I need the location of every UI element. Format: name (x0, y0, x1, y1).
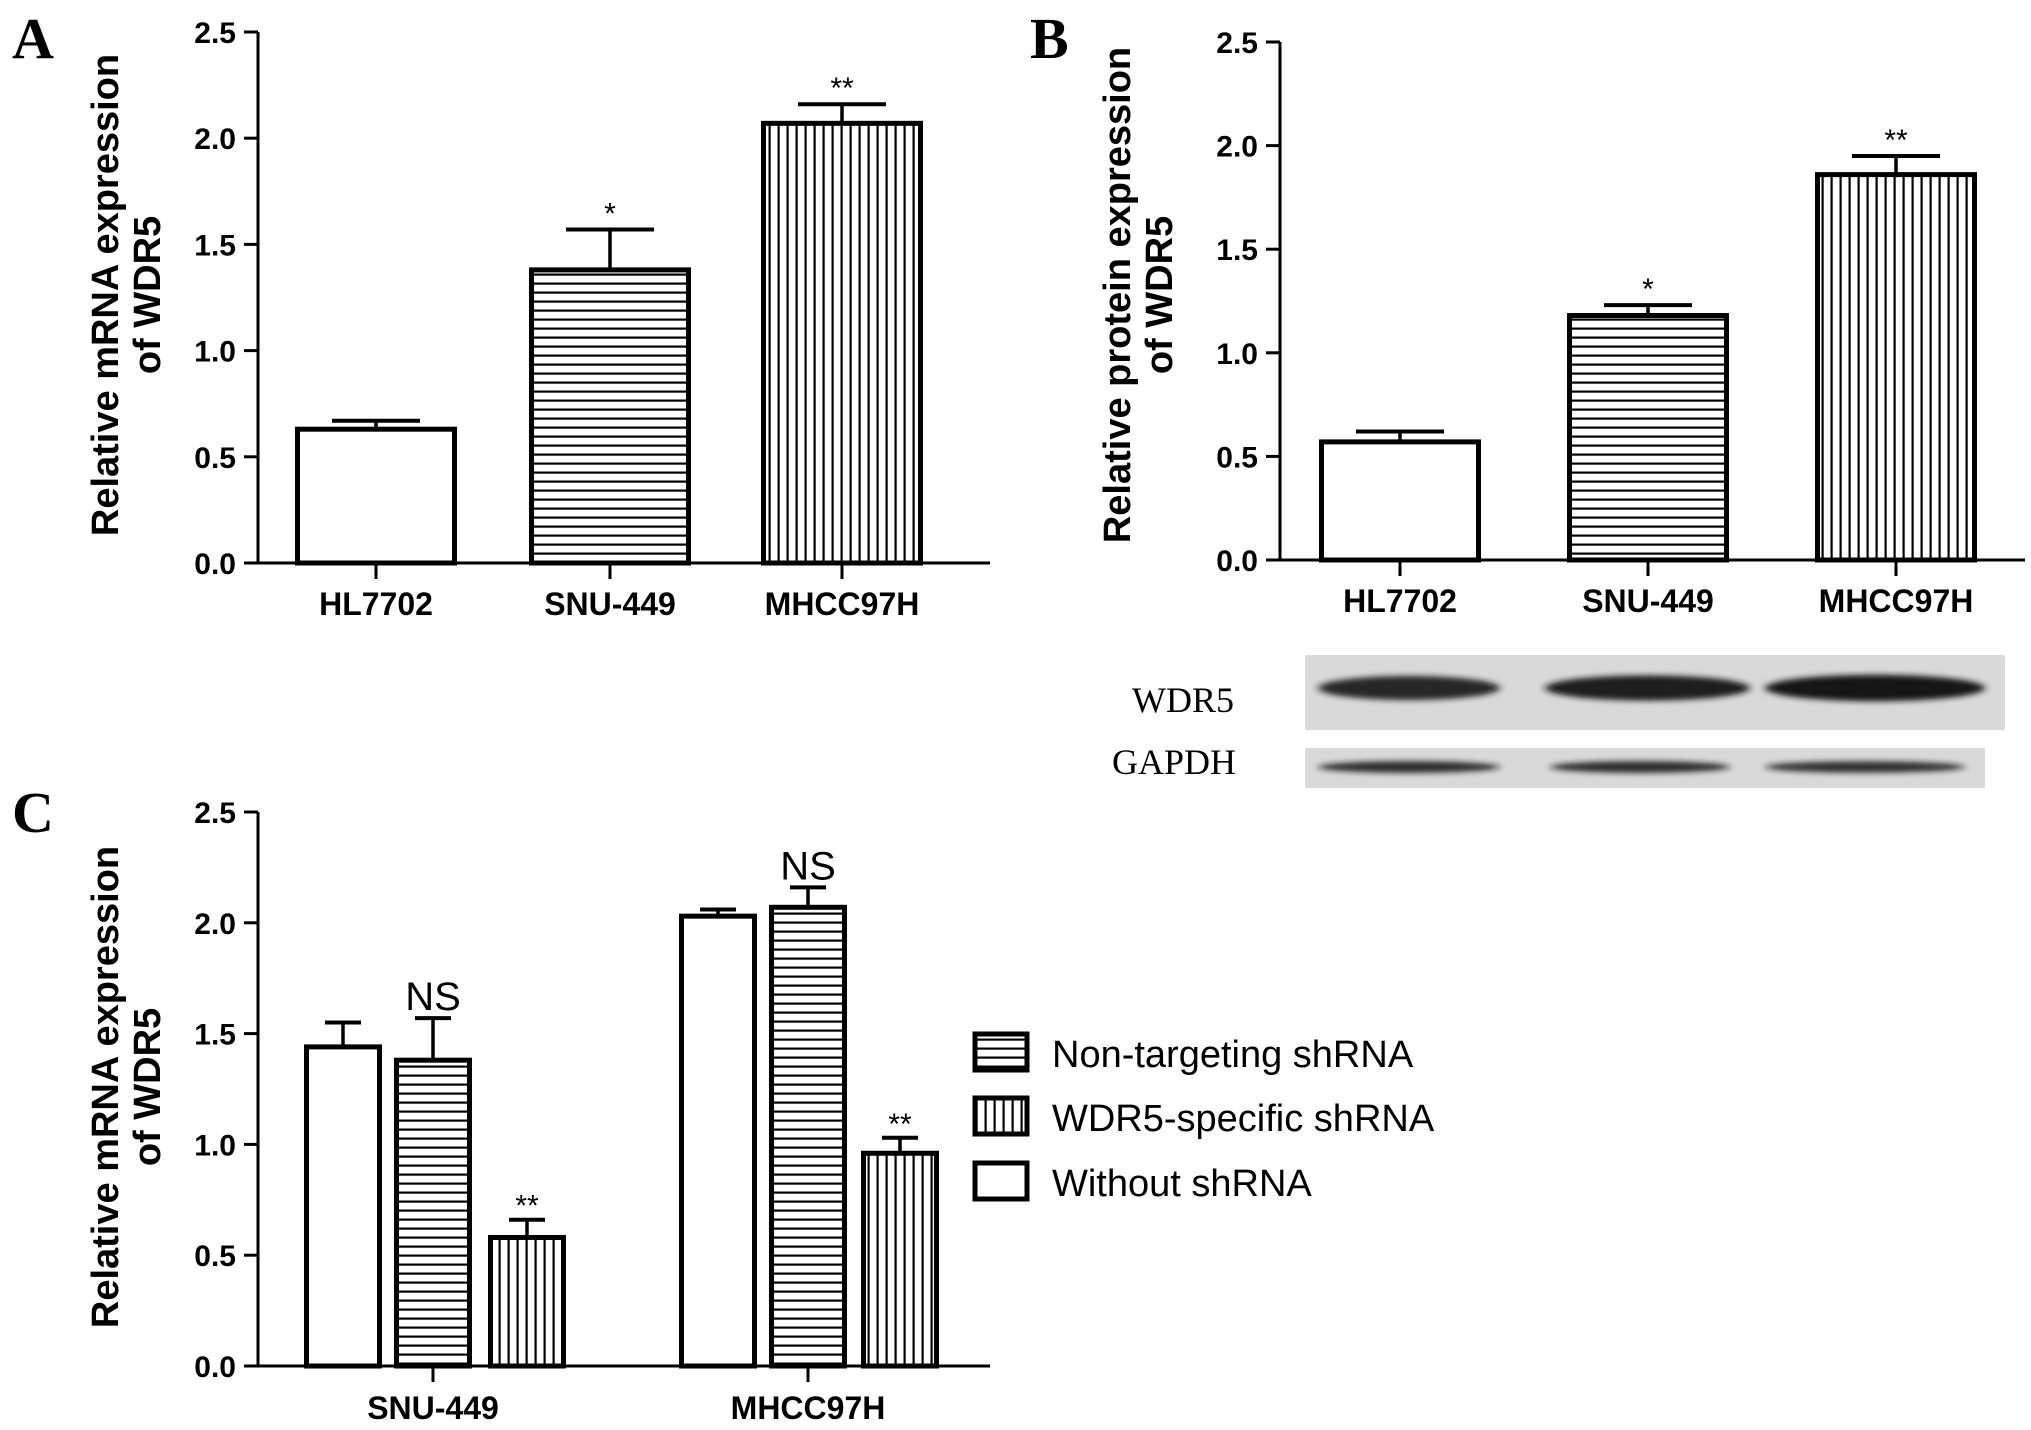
x-category-label: SNU-449 (544, 586, 676, 622)
significance-label: ** (1884, 124, 1908, 157)
panel-label-a: A (12, 6, 54, 71)
significance-label: * (604, 198, 616, 231)
bar (769, 904, 847, 1369)
bar (295, 426, 457, 566)
bar (761, 120, 923, 566)
y-axis-title-b-line1: Relative protein expression (1097, 47, 1139, 543)
y-tick-label: 1.5 (194, 229, 236, 262)
y-axis-title-c-line2: of WDR5 (127, 1008, 169, 1166)
significance-label: * (1642, 273, 1654, 306)
legend-label: Without shRNA (1052, 1163, 1312, 1205)
y-axis-title-a-line1: Relative mRNA expression (85, 54, 127, 536)
y-tick-label: 0.5 (194, 442, 236, 475)
blot-band-wdr5 (1765, 674, 1985, 702)
panel-label-b: B (1030, 6, 1069, 71)
x-category-label: HL7702 (1343, 583, 1457, 619)
y-tick-label: 1.5 (1216, 234, 1258, 267)
x-category-label: MHCC97H (1819, 583, 1974, 619)
y-axis-title-c: Relative mRNA expression of WDR5 (85, 846, 169, 1328)
x-category-label: HL7702 (319, 586, 433, 622)
blot-bands (1318, 674, 1985, 773)
y-tick-label: 1.0 (1216, 338, 1258, 371)
significance-label: NS (405, 975, 461, 1019)
blot-band-gapdh (1550, 761, 1730, 773)
chart-b-protein-cell-lines: Relative protein expression of WDR5 0.0 0… (1097, 27, 2025, 619)
legend-label: Non-targeting shRNA (1052, 1034, 1414, 1076)
blot-band-wdr5 (1545, 675, 1750, 701)
panel-label-c: C (12, 780, 54, 845)
y-tick-label: 1.0 (194, 1129, 236, 1162)
blot-band-wdr5 (1318, 675, 1500, 701)
bar (1319, 439, 1481, 563)
y-tick-label: 2.5 (194, 797, 236, 830)
blot-band-gapdh (1765, 761, 1965, 773)
x-category-label: SNU-449 (1582, 583, 1714, 619)
y-tick-label: 0.0 (194, 548, 236, 581)
bar (488, 1234, 566, 1369)
y-axis-title-a-line2: of WDR5 (127, 216, 169, 374)
legend-swatch (972, 1095, 1030, 1137)
x-category-label: SNU-449 (367, 1390, 499, 1426)
y-tick-label: 2.0 (194, 123, 236, 156)
y-tick-label: 1.5 (194, 1019, 236, 1052)
bar (1567, 313, 1729, 563)
significance-label: ** (888, 1108, 912, 1141)
y-axis-title-b: Relative protein expression of WDR5 (1097, 47, 1181, 543)
y-tick-label: 0.0 (194, 1351, 236, 1384)
bar (679, 913, 757, 1369)
bar (861, 1150, 939, 1369)
y-tick-label: 2.0 (1216, 131, 1258, 164)
chart-c-mrna-shrna: Relative mRNA expression of WDR5 Non-tar… (85, 797, 1435, 1426)
y-tick-label: 1.0 (194, 336, 236, 369)
legend-swatch (972, 1031, 1030, 1073)
blot-label-gapdh: GAPDH (1112, 742, 1236, 782)
legend-c: Non-targeting shRNA WDR5-specific shRNA Wi… (972, 1031, 1435, 1205)
blot-label-wdr5: WDR5 (1132, 680, 1234, 720)
bar (529, 267, 691, 566)
y-tick-label: 2.5 (1216, 27, 1258, 60)
significance-label: ** (830, 72, 854, 105)
y-tick-label: 2.5 (194, 17, 236, 50)
y-tick-label: 2.0 (194, 908, 236, 941)
significance-label: ** (515, 1190, 539, 1223)
x-category-label: MHCC97H (731, 1390, 886, 1426)
bar (1815, 172, 1977, 563)
bar (304, 1044, 382, 1369)
bar (394, 1057, 472, 1369)
significance-label: NS (780, 844, 836, 888)
y-axis-title-a: Relative mRNA expression of WDR5 (85, 54, 169, 536)
legend-label: WDR5-specific shRNA (1052, 1098, 1435, 1140)
y-tick-label: 0.0 (1216, 545, 1258, 578)
y-axis-title-b-line2: of WDR5 (1139, 216, 1181, 374)
y-axis-title-c-line1: Relative mRNA expression (85, 846, 127, 1328)
western-blot: WDR5 GAPDH (1112, 655, 2005, 788)
chart-a-mrna-cell-lines: Relative mRNA expression of WDR5 0.0 0.5 1… (85, 17, 990, 622)
x-category-label: MHCC97H (765, 586, 920, 622)
blot-band-gapdh (1318, 761, 1500, 773)
legend-swatch (972, 1160, 1030, 1202)
y-tick-label: 0.5 (1216, 441, 1258, 474)
y-tick-label: 0.5 (194, 1240, 236, 1273)
